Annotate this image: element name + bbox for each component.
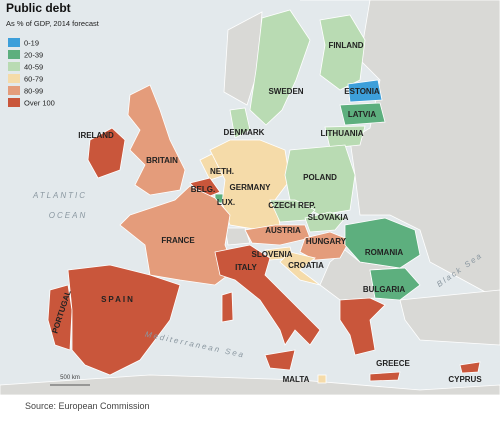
- source: Source: European Commission: [25, 401, 150, 411]
- country: [249, 9, 311, 126]
- legend-swatch: [8, 74, 20, 83]
- country: [339, 102, 386, 126]
- sea-label: ATLANTIC: [32, 191, 87, 200]
- country: [229, 107, 251, 139]
- non-eu-land: [0, 0, 500, 396]
- country: [459, 361, 481, 374]
- country: [214, 244, 321, 346]
- country: [269, 199, 316, 223]
- country-label: AUSTRIA: [265, 226, 301, 235]
- country: [67, 264, 181, 376]
- country-label: BRITAIN: [146, 156, 178, 165]
- legend-swatch: [8, 50, 20, 59]
- title: Public debt: [6, 1, 71, 15]
- country-label: SPAIN: [101, 295, 135, 304]
- country-label: BULGARIA: [363, 285, 405, 294]
- country: [347, 79, 383, 103]
- subtitle: As % of GDP, 2014 forecast: [6, 19, 100, 28]
- country: [264, 349, 296, 371]
- country: [317, 374, 327, 384]
- country: [304, 211, 346, 233]
- country-label: LITHUANIA: [320, 129, 363, 138]
- country: [324, 125, 366, 149]
- country-label: SLOVAKIA: [308, 213, 349, 222]
- legend-label: 80-99: [24, 87, 43, 96]
- country-label: GREECE: [376, 359, 410, 368]
- countries: [47, 9, 481, 384]
- legend-label: Over 100: [24, 99, 55, 108]
- country-label: HUNGARY: [306, 237, 347, 246]
- country: [299, 231, 351, 261]
- country: [221, 291, 234, 323]
- country: [369, 371, 401, 382]
- legend-label: 20-39: [24, 51, 43, 60]
- legend-label: 60-79: [24, 75, 43, 84]
- country-label: ITALY: [235, 263, 257, 272]
- country-label: SWEDEN: [268, 87, 303, 96]
- country-label: IRELAND: [78, 131, 114, 140]
- country: [284, 144, 356, 216]
- scale-label: 500 km: [60, 375, 80, 381]
- country: [339, 297, 386, 356]
- country-label: BELG.: [191, 185, 215, 194]
- legend-swatch: [8, 38, 20, 47]
- legend: 0-19 20-39 40-59 60-79 80-99 Over 100: [8, 38, 55, 108]
- country-label: ESTONIA: [344, 87, 380, 96]
- country: [127, 84, 186, 196]
- country-label: CYPRUS: [448, 375, 482, 384]
- country-label: GERMANY: [230, 183, 272, 192]
- country-label: ROMANIA: [365, 248, 403, 257]
- legend-label: 0-19: [24, 39, 39, 48]
- sea-label: OCEAN: [49, 211, 87, 220]
- country: [47, 284, 73, 351]
- country-label: DENMARK: [224, 128, 265, 137]
- country-label: SLOVENIA: [252, 250, 293, 259]
- country-label: MALTA: [283, 375, 310, 384]
- country: [87, 127, 126, 179]
- country-label: NETH.: [210, 167, 234, 176]
- country-label: FINLAND: [328, 41, 363, 50]
- country: [344, 217, 421, 269]
- country-label: POLAND: [303, 173, 337, 182]
- country: [279, 251, 321, 286]
- legend-swatch: [8, 98, 20, 107]
- legend-swatch: [8, 62, 20, 71]
- country-label: LUX.: [217, 198, 235, 207]
- country-label: CROATIA: [288, 261, 324, 270]
- country-label: FRANCE: [161, 236, 195, 245]
- legend-label: 40-59: [24, 63, 43, 72]
- scale-bar: 500 km: [50, 375, 90, 386]
- country: [369, 267, 421, 301]
- country-label: LATVIA: [348, 110, 377, 119]
- country-label: CZECH REP.: [268, 201, 315, 210]
- legend-swatch: [8, 86, 20, 95]
